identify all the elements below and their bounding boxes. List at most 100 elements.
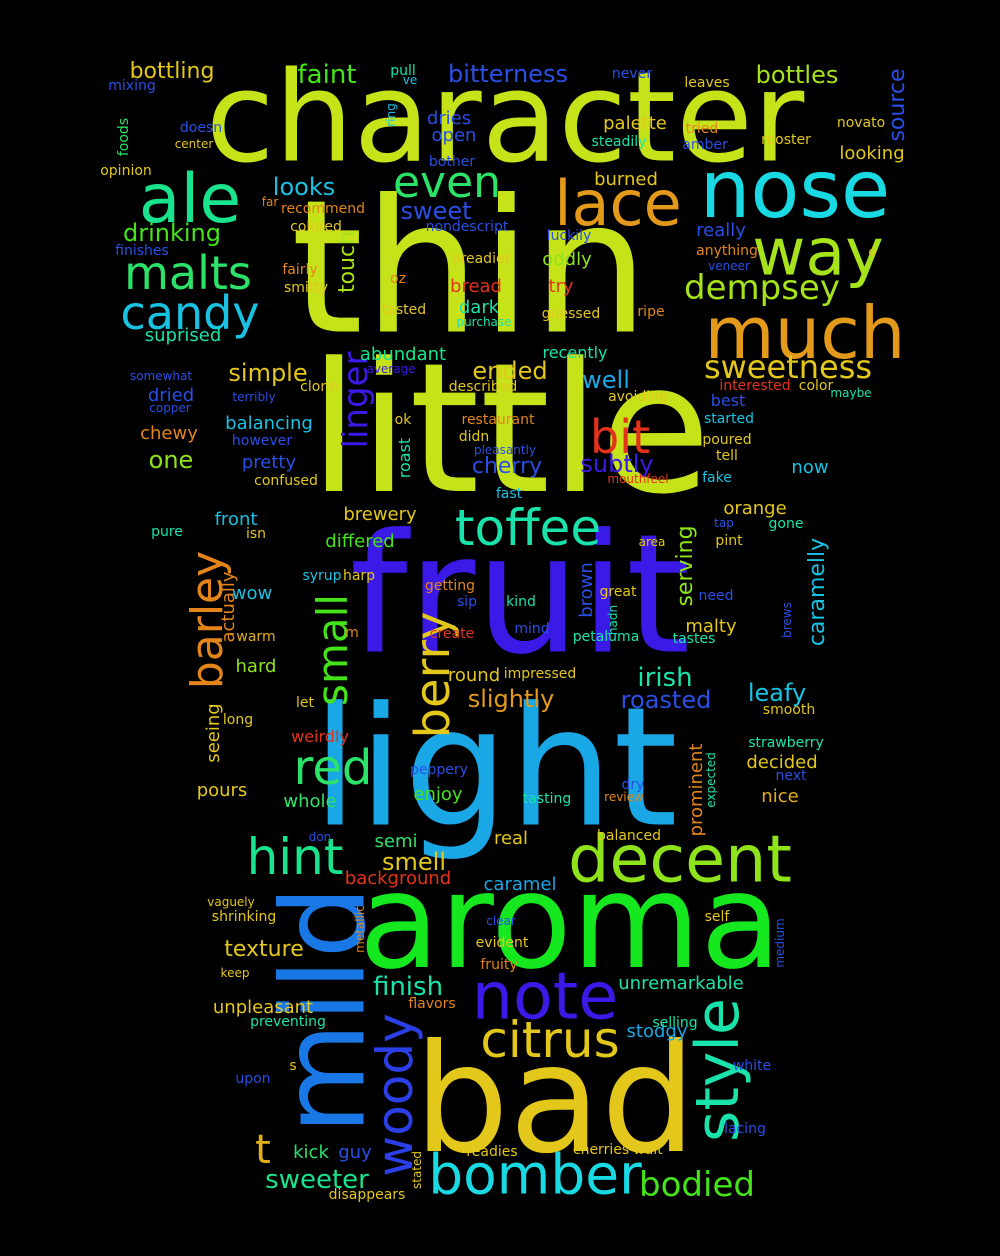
word-lace: lace — [554, 167, 682, 240]
word-roasted: roasted — [620, 686, 712, 714]
word-decided: decided — [746, 752, 818, 773]
word-never: never — [611, 66, 653, 82]
word-touch: touch — [335, 230, 360, 294]
word-brewery: brewery — [343, 504, 417, 525]
word-even: even — [392, 157, 502, 208]
word-described: described — [448, 379, 518, 395]
word-avoiding: avoiding — [608, 389, 668, 405]
word-review: review — [604, 790, 644, 804]
word-need: need — [698, 588, 734, 604]
word-poured: poured — [702, 432, 752, 448]
word-semi: semi — [374, 831, 418, 852]
word-character: character — [205, 45, 805, 191]
word-wow: wow — [231, 583, 273, 604]
word-clear: clear — [486, 914, 516, 928]
word-candy: candy — [120, 286, 260, 340]
word-kick: kick — [293, 1142, 329, 1163]
word-front: front — [214, 509, 258, 530]
word-red: red — [293, 740, 373, 796]
word-toffee: toffee — [454, 499, 602, 557]
word-clone: clone — [300, 379, 338, 395]
word-readies: readies — [466, 1144, 518, 1160]
word-bottles: bottles — [755, 61, 839, 89]
word-started: started — [703, 411, 755, 427]
word-best: best — [710, 391, 746, 410]
word-bread: bread — [450, 276, 502, 297]
word-petaluma: petaluma — [572, 629, 640, 645]
word-pours: pours — [196, 780, 248, 801]
word-really: really — [696, 220, 746, 241]
word-foods: foods — [116, 117, 132, 157]
word-source: source — [885, 68, 910, 142]
word-evident: evident — [475, 935, 529, 951]
word-finishes: finishes — [115, 243, 169, 259]
word-fruity: fruity — [480, 957, 518, 973]
word-metallic: metallic — [353, 905, 367, 953]
word-white: white — [732, 1058, 772, 1074]
word-pull: pull — [390, 63, 416, 79]
word-selling: selling — [652, 1015, 698, 1031]
word-strawberry: strawberry — [748, 735, 824, 751]
word-confused: confused — [254, 473, 318, 489]
word-center: center — [174, 137, 214, 151]
word-rooster: rooster — [761, 132, 811, 148]
word-tried: tried — [685, 121, 719, 137]
word-purchase: purchase — [456, 315, 512, 329]
word-impressed: impressed — [503, 666, 577, 682]
word-peppery: peppery — [410, 762, 468, 778]
word-pure: pure — [151, 524, 183, 540]
word-cherry: cherry — [471, 454, 543, 479]
word-novato: novato — [836, 115, 886, 131]
word-steadily: steadily — [591, 134, 647, 150]
word-bitterness: bitterness — [448, 60, 568, 88]
word-shrinking: shrinking — [211, 909, 277, 925]
word-copper: copper — [149, 401, 191, 415]
word-dries: dries — [426, 108, 472, 129]
word-ended: ended — [472, 357, 548, 385]
word-nondescript: nondescript — [425, 219, 509, 235]
word-hint: hint — [246, 828, 344, 886]
word-pint: pint — [715, 533, 743, 549]
word-m: m — [345, 625, 359, 641]
word-bother: bother — [428, 154, 476, 170]
word-great: great — [599, 584, 637, 600]
word-let: let — [296, 695, 314, 711]
word-self: self — [704, 909, 730, 925]
word-unpleasant: unpleasant — [212, 997, 314, 1018]
word-s: s — [289, 1058, 297, 1074]
word-fast: fast — [495, 486, 523, 502]
word-texture: texture — [224, 937, 304, 962]
word-isn: isn — [245, 526, 267, 542]
word-bad: bad — [413, 1013, 697, 1187]
word-don: don — [308, 830, 332, 844]
word-simple: simple — [228, 359, 308, 387]
word-mind: mind — [514, 621, 550, 637]
word-bomber: bomber — [428, 1142, 642, 1207]
word-breadier: breadier — [451, 251, 511, 267]
word-guy: guy — [338, 1142, 372, 1163]
word-much: much — [704, 291, 906, 375]
word-drinking: drinking — [123, 219, 221, 247]
word-balanced: balanced — [596, 828, 662, 844]
word-interested: interested — [719, 378, 791, 394]
word-flavors: flavors — [408, 996, 456, 1012]
word-gone: gone — [768, 516, 804, 532]
word-weirdly: weirdly — [291, 727, 349, 746]
word-note: note — [471, 959, 619, 1035]
word-dempsey: dempsey — [684, 268, 840, 308]
word-bodied: bodied — [639, 1165, 755, 1205]
word-dry: dry — [621, 777, 645, 793]
word-doesn: doesn — [179, 120, 223, 136]
word-guessed: guessed — [541, 306, 601, 322]
word-ale: ale — [138, 160, 242, 239]
word-open: open — [431, 125, 477, 146]
word-harp: harp — [342, 568, 376, 584]
word-o: o — [868, 245, 876, 259]
word-brews: brews — [780, 602, 794, 638]
word-small: small — [308, 594, 357, 706]
word-smell: smell — [382, 848, 446, 876]
word-palette: palette — [603, 113, 667, 134]
word-nice: nice — [761, 786, 799, 807]
word-nose: nose — [699, 143, 891, 236]
